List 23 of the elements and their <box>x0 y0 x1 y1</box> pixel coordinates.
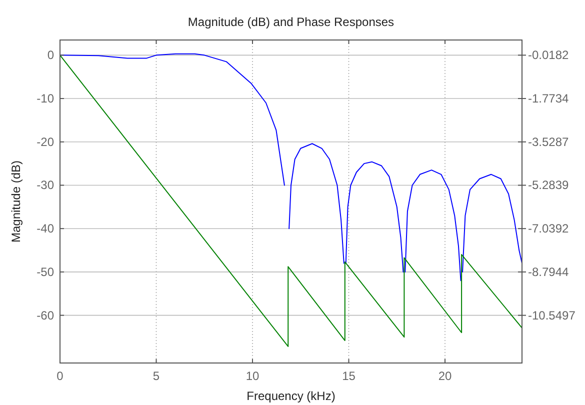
y-tick-label: -60 <box>36 308 54 322</box>
y-tick-label: -50 <box>36 264 54 279</box>
y-tick-label: -20 <box>36 134 54 149</box>
chart-title: Magnitude (dB) and Phase Responses <box>188 15 394 29</box>
x-tick-label: 5 <box>152 369 160 383</box>
y2-tick-label: -10.5497 <box>528 308 576 322</box>
x-tick-label: 20 <box>438 369 452 383</box>
y2-tick-label: -1.7734 <box>528 92 570 106</box>
x-tick-label: 0 <box>56 369 64 383</box>
y-tick-label: -30 <box>36 178 54 192</box>
y-tick-label: -10 <box>36 92 54 106</box>
x-tick-label: 10 <box>246 369 260 383</box>
y2-tick-label: -5.2839 <box>528 178 570 192</box>
line-series <box>60 54 522 347</box>
x-axis-title: Frequency (kHz) <box>246 389 336 403</box>
y2-tick-label: -7.0392 <box>528 222 570 236</box>
y-tick-label: -40 <box>36 222 54 236</box>
x-tick-label: 15 <box>342 369 356 383</box>
y-tick-label: 0 <box>47 48 54 62</box>
y2-tick-label: -8.7944 <box>528 264 570 279</box>
y2-tick-label: -0.0182 <box>528 48 570 62</box>
y-axis-title: Magnitude (dB) <box>9 160 23 243</box>
y2-tick-label: -3.5287 <box>528 134 570 149</box>
